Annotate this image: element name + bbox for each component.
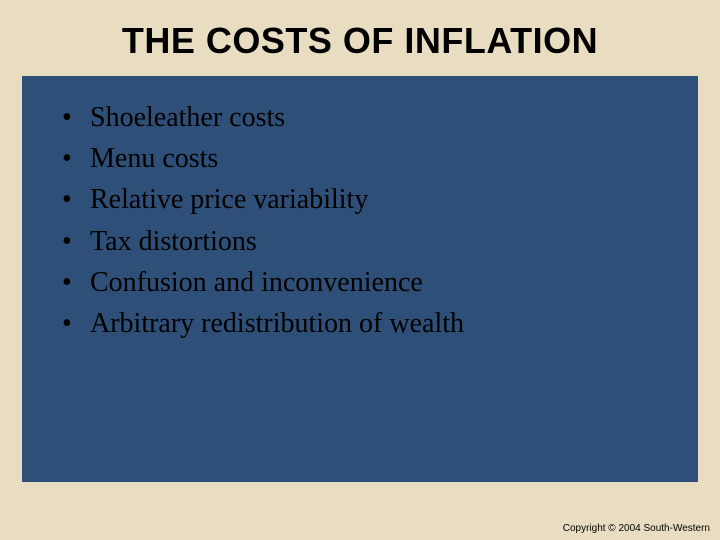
list-item: • Relative price variability [62,180,674,219]
bullet-list: • Shoeleather costs • Menu costs • Relat… [62,98,674,343]
bullet-icon: • [62,222,90,261]
bullet-icon: • [62,304,90,343]
content-box: • Shoeleather costs • Menu costs • Relat… [22,76,698,482]
slide-title: THE COSTS OF INFLATION [0,0,720,76]
bullet-icon: • [62,98,90,137]
bullet-text: Relative price variability [90,180,674,219]
bullet-text: Menu costs [90,139,674,178]
list-item: • Arbitrary redistribution of wealth [62,304,674,343]
bullet-text: Arbitrary redistribution of wealth [90,304,674,343]
list-item: • Tax distortions [62,222,674,261]
bullet-text: Shoeleather costs [90,98,674,137]
copyright-text: Copyright © 2004 South-Western [563,523,710,534]
bullet-icon: • [62,180,90,219]
bullet-icon: • [62,263,90,302]
bullet-text: Tax distortions [90,222,674,261]
list-item: • Confusion and inconvenience [62,263,674,302]
list-item: • Menu costs [62,139,674,178]
bullet-icon: • [62,139,90,178]
list-item: • Shoeleather costs [62,98,674,137]
bullet-text: Confusion and inconvenience [90,263,674,302]
